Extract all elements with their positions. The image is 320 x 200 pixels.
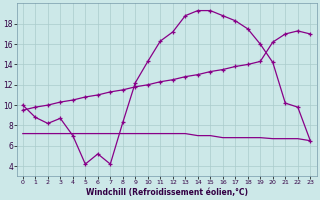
X-axis label: Windchill (Refroidissement éolien,°C): Windchill (Refroidissement éolien,°C)	[85, 188, 248, 197]
